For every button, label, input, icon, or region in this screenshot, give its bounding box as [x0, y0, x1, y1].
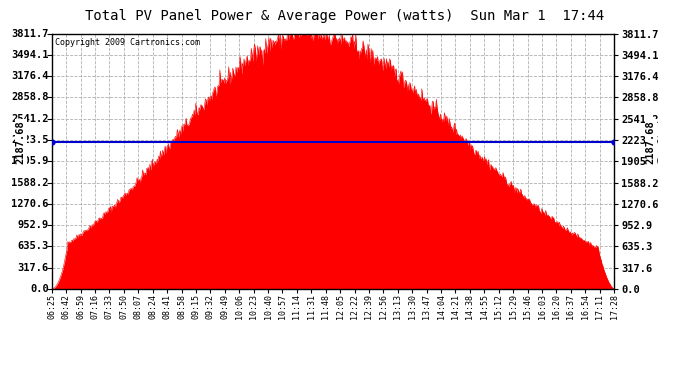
Text: Total PV Panel Power & Average Power (watts)  Sun Mar 1  17:44: Total PV Panel Power & Average Power (wa… [86, 9, 604, 23]
Text: 3811.7: 3811.7 [12, 29, 49, 39]
Text: Copyright 2009 Cartronics.com: Copyright 2009 Cartronics.com [55, 38, 199, 46]
Text: 635.3: 635.3 [18, 241, 49, 251]
Text: 1905.9: 1905.9 [12, 156, 49, 166]
Text: 2187.68: 2187.68 [646, 120, 656, 164]
Text: 952.9: 952.9 [18, 220, 49, 230]
Text: 2541.2: 2541.2 [12, 114, 49, 124]
Text: 3176.4: 3176.4 [12, 71, 49, 81]
Text: 2187.68: 2187.68 [16, 120, 26, 164]
Text: 1270.6: 1270.6 [12, 199, 49, 209]
Text: 3494.1: 3494.1 [12, 50, 49, 60]
Text: 1588.2: 1588.2 [12, 177, 49, 188]
Text: 0.0: 0.0 [30, 284, 49, 294]
Text: 2223.5: 2223.5 [12, 135, 49, 145]
Text: 2858.8: 2858.8 [12, 93, 49, 102]
Text: 317.6: 317.6 [18, 262, 49, 273]
